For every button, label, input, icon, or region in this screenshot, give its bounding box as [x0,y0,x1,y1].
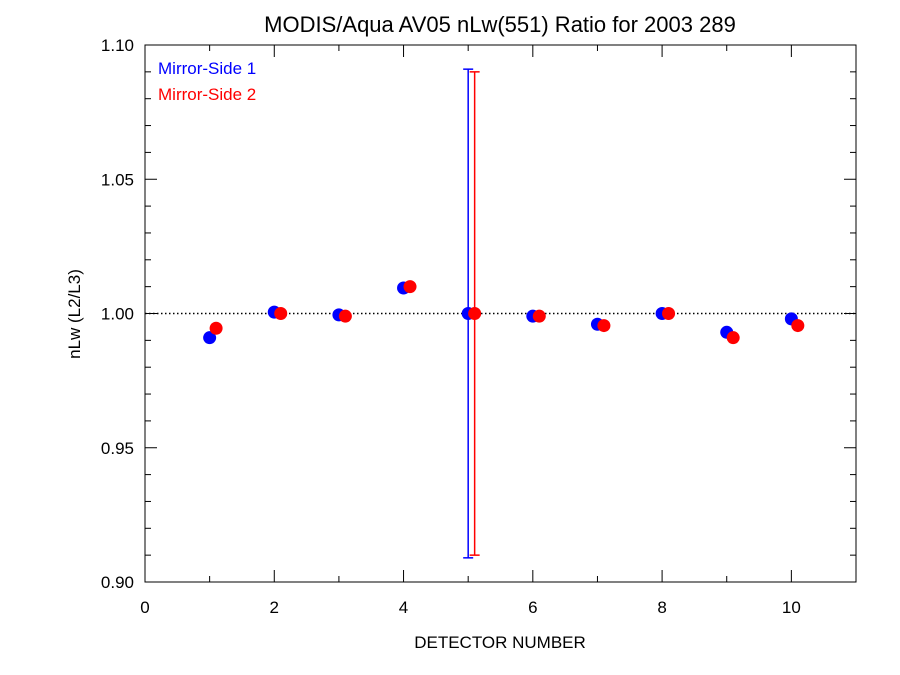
x-tick-label: 0 [140,598,149,617]
plot-frame [144,44,857,583]
chart-title: MODIS/Aqua AV05 nLw(551) Ratio for 2003 … [264,12,736,37]
legend-label-mirror-side-2: Mirror-Side 2 [158,85,256,104]
x-axis-label: DETECTOR NUMBER [414,633,586,652]
y-tick-label: 1.00 [101,305,134,324]
x-tick-label: 8 [657,598,666,617]
legend-label-mirror-side-1: Mirror-Side 1 [158,59,256,78]
x-tick-label: 4 [399,598,408,617]
legend: Mirror-Side 1 Mirror-Side 2 [158,59,256,104]
data-point-series-2 [338,309,352,323]
x-tick-label: 2 [270,598,279,617]
y-tick-label: 0.95 [101,439,134,458]
data-point-series-2 [403,280,417,294]
y-tick-label: 1.05 [101,170,134,189]
y-axis-label: nLw (L2/L3) [65,269,84,359]
data-point-series-2 [532,309,546,323]
data-points [203,280,805,345]
data-point-series-2 [662,307,676,320]
axis-ticks: 0 2 4 6 8 10 0.90 0.95 1.00 1.05 1.10 [101,36,856,617]
data-point-series-2 [468,307,482,320]
x-tick-label: 10 [782,598,801,617]
data-point-series-1 [203,331,217,345]
data-point-series-2 [209,321,223,335]
data-point-series-2 [726,331,740,345]
x-tick-label: 6 [528,598,537,617]
data-point-series-2 [274,307,288,320]
data-point-series-2 [791,319,805,333]
y-tick-label: 0.90 [101,573,134,592]
y-tick-label: 1.10 [101,36,134,55]
data-point-series-2 [597,319,611,333]
